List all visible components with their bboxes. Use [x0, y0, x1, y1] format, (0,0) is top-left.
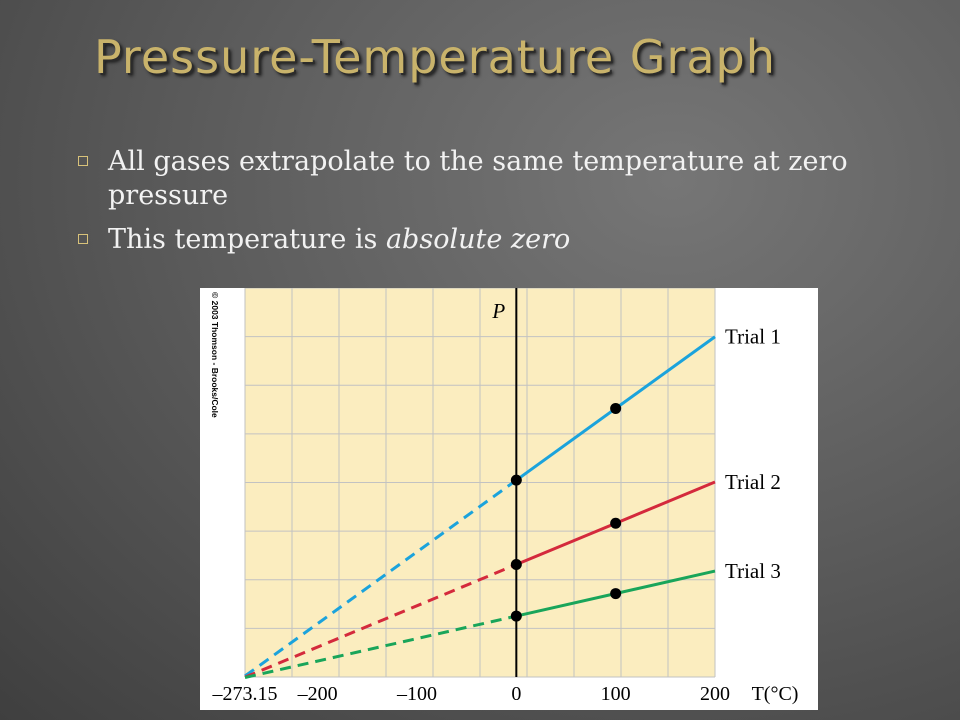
bullet-emphasis: absolute zero: [385, 224, 571, 255]
series-3-extrapolated-line: [244, 614, 517, 679]
square-bullet-icon: [78, 234, 88, 244]
slide-title: Pressure-Temperature Graph: [94, 30, 776, 84]
square-bullet-icon: [78, 156, 88, 166]
x-tick-label: 200: [700, 683, 730, 705]
data-point: [510, 559, 522, 571]
data-points: [510, 402, 622, 622]
series-2-extrapolated-line: [244, 563, 517, 679]
bullet-item-2: This temperature is absolute zero: [78, 223, 918, 257]
x-tick-label: 100: [601, 683, 631, 705]
bullet-item-1: All gases extrapolate to the same temper…: [78, 145, 918, 213]
data-point: [610, 517, 622, 529]
data-point: [510, 474, 522, 486]
copyright-notice: © 2003 Thomson - Brooks/Cole: [210, 292, 220, 418]
x-tick-label: –273.15: [212, 683, 278, 705]
data-point: [610, 402, 622, 414]
chart-labels: Trial 1 Trial 2 Trial 3 –273.15 –200 –100 0 100…: [212, 299, 799, 705]
x-tick-label: –100: [396, 683, 437, 705]
grid: [244, 288, 716, 678]
series-1-extrapolated-line: [244, 478, 518, 678]
bullet-list: All gases extrapolate to the same temper…: [78, 145, 918, 267]
data-point: [610, 588, 622, 600]
pressure-temperature-chart: Trial 1 Trial 2 Trial 3 –273.15 –200 –100 0 100…: [200, 288, 818, 710]
x-tick-label: –200: [297, 683, 338, 705]
legend-label-2: Trial 2: [725, 470, 781, 494]
legend-label-3: Trial 3: [725, 559, 781, 583]
legend-label-1: Trial 1: [725, 325, 781, 349]
x-axis-label: T(°C): [752, 683, 799, 705]
bullet-text-1: All gases extrapolate to the same temper…: [108, 146, 848, 211]
data-point: [510, 610, 522, 622]
x-tick-label: 0: [511, 683, 521, 705]
y-axis-label: P: [491, 299, 505, 323]
bullet-text-2: This temperature is: [108, 224, 386, 255]
